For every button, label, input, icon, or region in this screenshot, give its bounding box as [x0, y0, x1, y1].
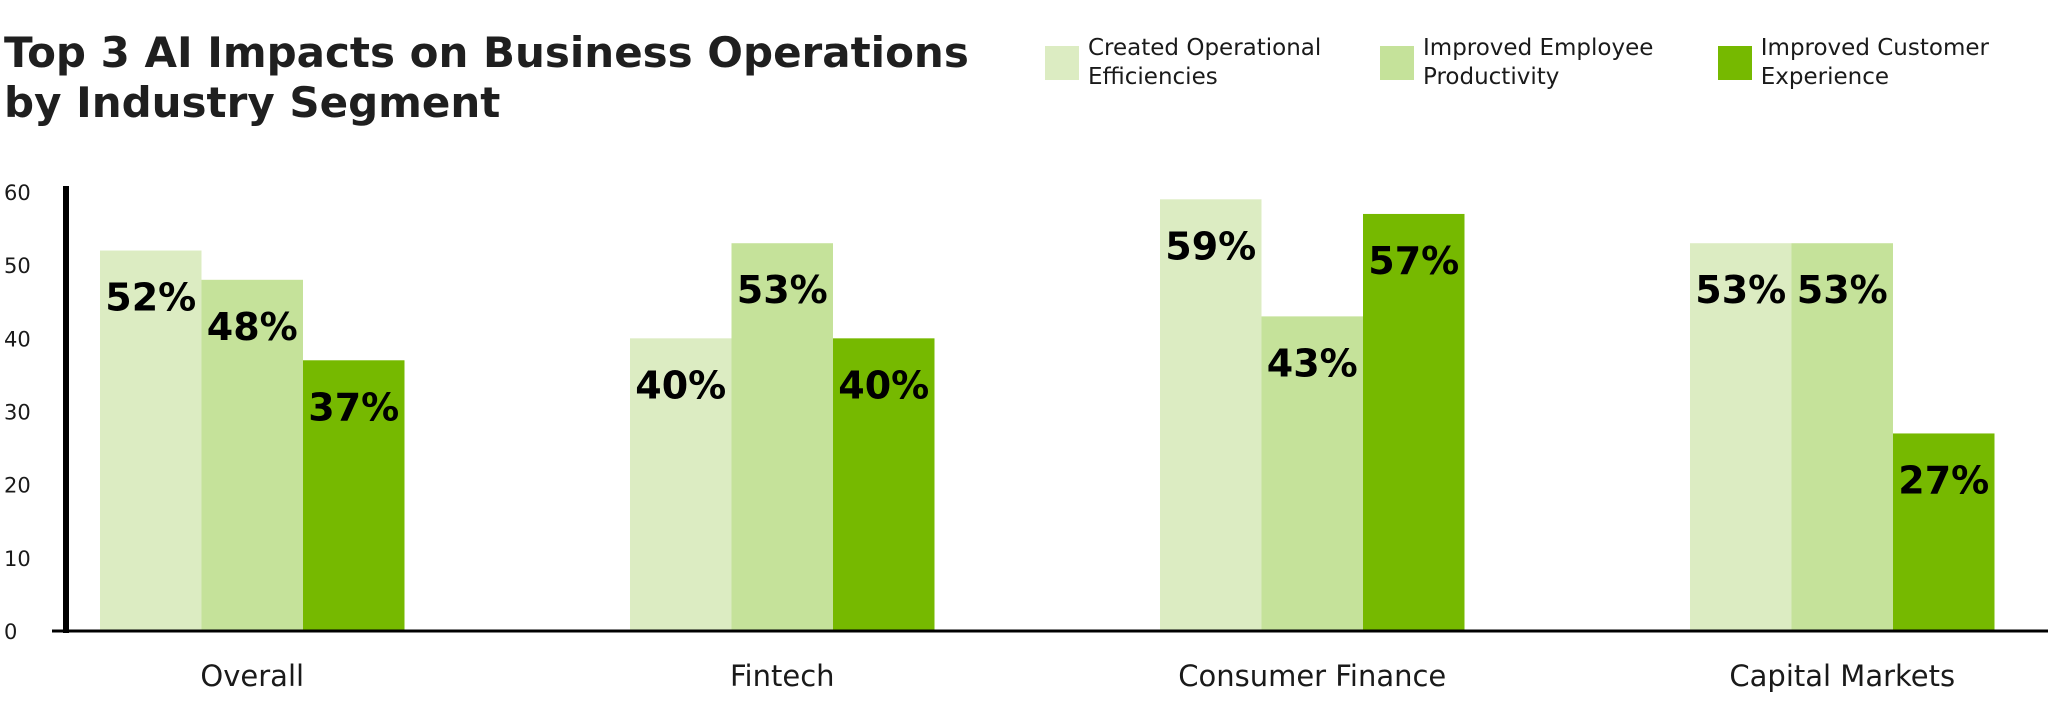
y-tick-label: 40: [4, 327, 31, 351]
bar: [1160, 199, 1262, 632]
bar: [303, 360, 405, 631]
legend-swatch-employee-productivity: [1380, 46, 1414, 80]
legend-item-operational-efficiencies: Created Operational Efficiencies: [1045, 34, 1346, 92]
y-tick-label: 0: [4, 620, 17, 644]
bar: [1261, 316, 1363, 631]
y-tick-label: 50: [4, 254, 31, 278]
legend-item-employee-productivity: Improved Employee Productivity: [1380, 34, 1684, 92]
data-label: 43%: [1267, 341, 1358, 385]
y-tick-label: 60: [4, 181, 31, 205]
data-label: 27%: [1898, 458, 1989, 502]
data-label: 53%: [1797, 268, 1888, 312]
data-label: 53%: [737, 268, 828, 312]
bar: [100, 250, 202, 632]
legend: Created Operational Efficiencies Improve…: [1045, 34, 2048, 92]
legend-item-customer-experience: Improved Customer Experience: [1717, 34, 2014, 92]
bar: [1791, 243, 1893, 631]
y-tick-label: 30: [4, 401, 31, 425]
legend-label-employee-productivity: Improved Employee Productivity: [1423, 35, 1654, 90]
bar: [201, 279, 303, 631]
legend-label-operational-efficiencies: Created Operational Efficiencies: [1088, 35, 1322, 90]
data-label: 48%: [207, 305, 298, 349]
bar: [833, 338, 935, 631]
data-label: 52%: [105, 276, 196, 320]
x-tick-label: Fintech: [730, 659, 835, 693]
legend-swatch-operational-efficiencies: [1045, 46, 1079, 80]
x-tick-label: Overall: [200, 659, 304, 693]
chart-title: Top 3 AI Impacts on Business Operations …: [4, 28, 969, 127]
legend-swatch-customer-experience: [1717, 46, 1752, 80]
bar: [630, 338, 732, 631]
data-label: 40%: [635, 363, 726, 407]
data-label: 57%: [1368, 239, 1459, 283]
bar: [1690, 243, 1792, 631]
data-label: 59%: [1165, 224, 1256, 268]
data-label: 53%: [1695, 268, 1786, 312]
bar: [731, 243, 833, 631]
data-label: 40%: [838, 363, 929, 407]
y-tick-label: 20: [4, 474, 31, 498]
data-label: 37%: [308, 385, 399, 429]
legend-label-customer-experience: Improved Customer Experience: [1760, 35, 1989, 90]
bar: [1363, 213, 1465, 631]
bar: [1893, 433, 1995, 631]
x-tick-label: Consumer Finance: [1178, 659, 1446, 693]
x-tick-label: Capital Markets: [1729, 659, 1955, 693]
y-tick-label: 10: [4, 547, 31, 571]
